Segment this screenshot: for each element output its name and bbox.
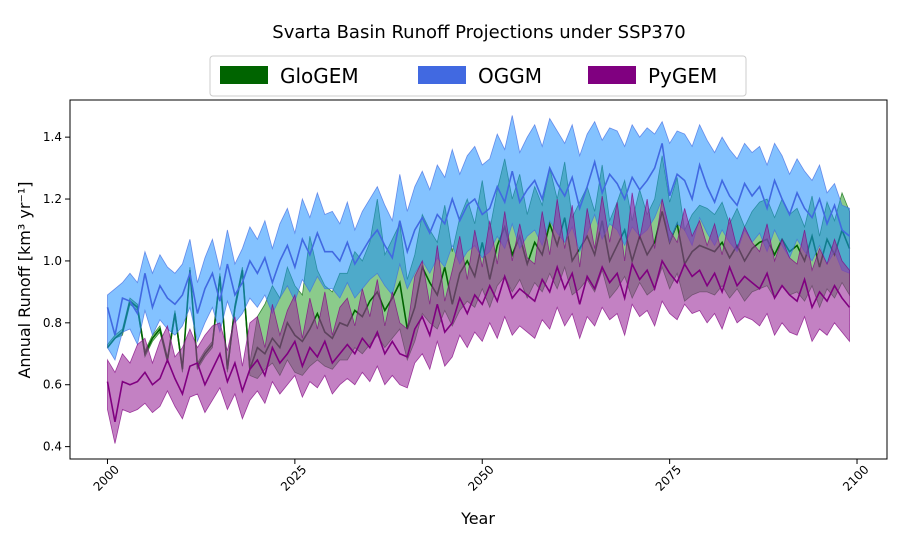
band-pygem [107,192,850,444]
x-axis-label: Year [460,509,495,528]
x-tick-label: 2025 [278,462,309,493]
legend-label-oggm: OGGM [478,64,542,88]
line-oggm [106,143,851,336]
y-tick-label: 0.4 [43,440,62,454]
x-axis-ticks: 2000 2025 2050 2075 2100 [91,459,872,494]
line-pygem [106,258,851,423]
plot-frame [69,99,888,460]
legend-items: GloGEM OGGM PyGEM [220,64,717,88]
y-tick-label: 1.0 [43,254,62,268]
plot-area [69,99,888,460]
legend: GloGEM OGGM PyGEM [209,55,747,97]
y-tick-label: 1.2 [43,192,62,206]
y-tick-label: 1.4 [43,130,62,144]
x-tick-label: 2075 [653,462,684,493]
chart-title: Svarta Basin Runoff Projections under SS… [272,22,685,43]
series-layer [106,115,851,444]
legend-swatch-oggm [418,66,466,84]
legend-label-pygem: PyGEM [648,64,717,88]
legend-label-glogem: GloGEM [280,64,359,88]
y-axis-ticks: 0.4 0.6 0.8 1.0 1.2 1.4 [43,130,70,454]
x-tick-label: 2100 [840,462,871,493]
y-tick-label: 0.8 [43,316,62,330]
y-axis-label: Annual Runoff [km³ yr⁻¹] [15,181,34,378]
x-tick-label: 2050 [465,462,496,493]
y-tick-label: 0.6 [43,378,62,392]
legend-swatch-pygem [588,66,636,84]
legend-swatch-glogem [220,66,268,84]
x-tick-label: 2000 [91,462,122,493]
